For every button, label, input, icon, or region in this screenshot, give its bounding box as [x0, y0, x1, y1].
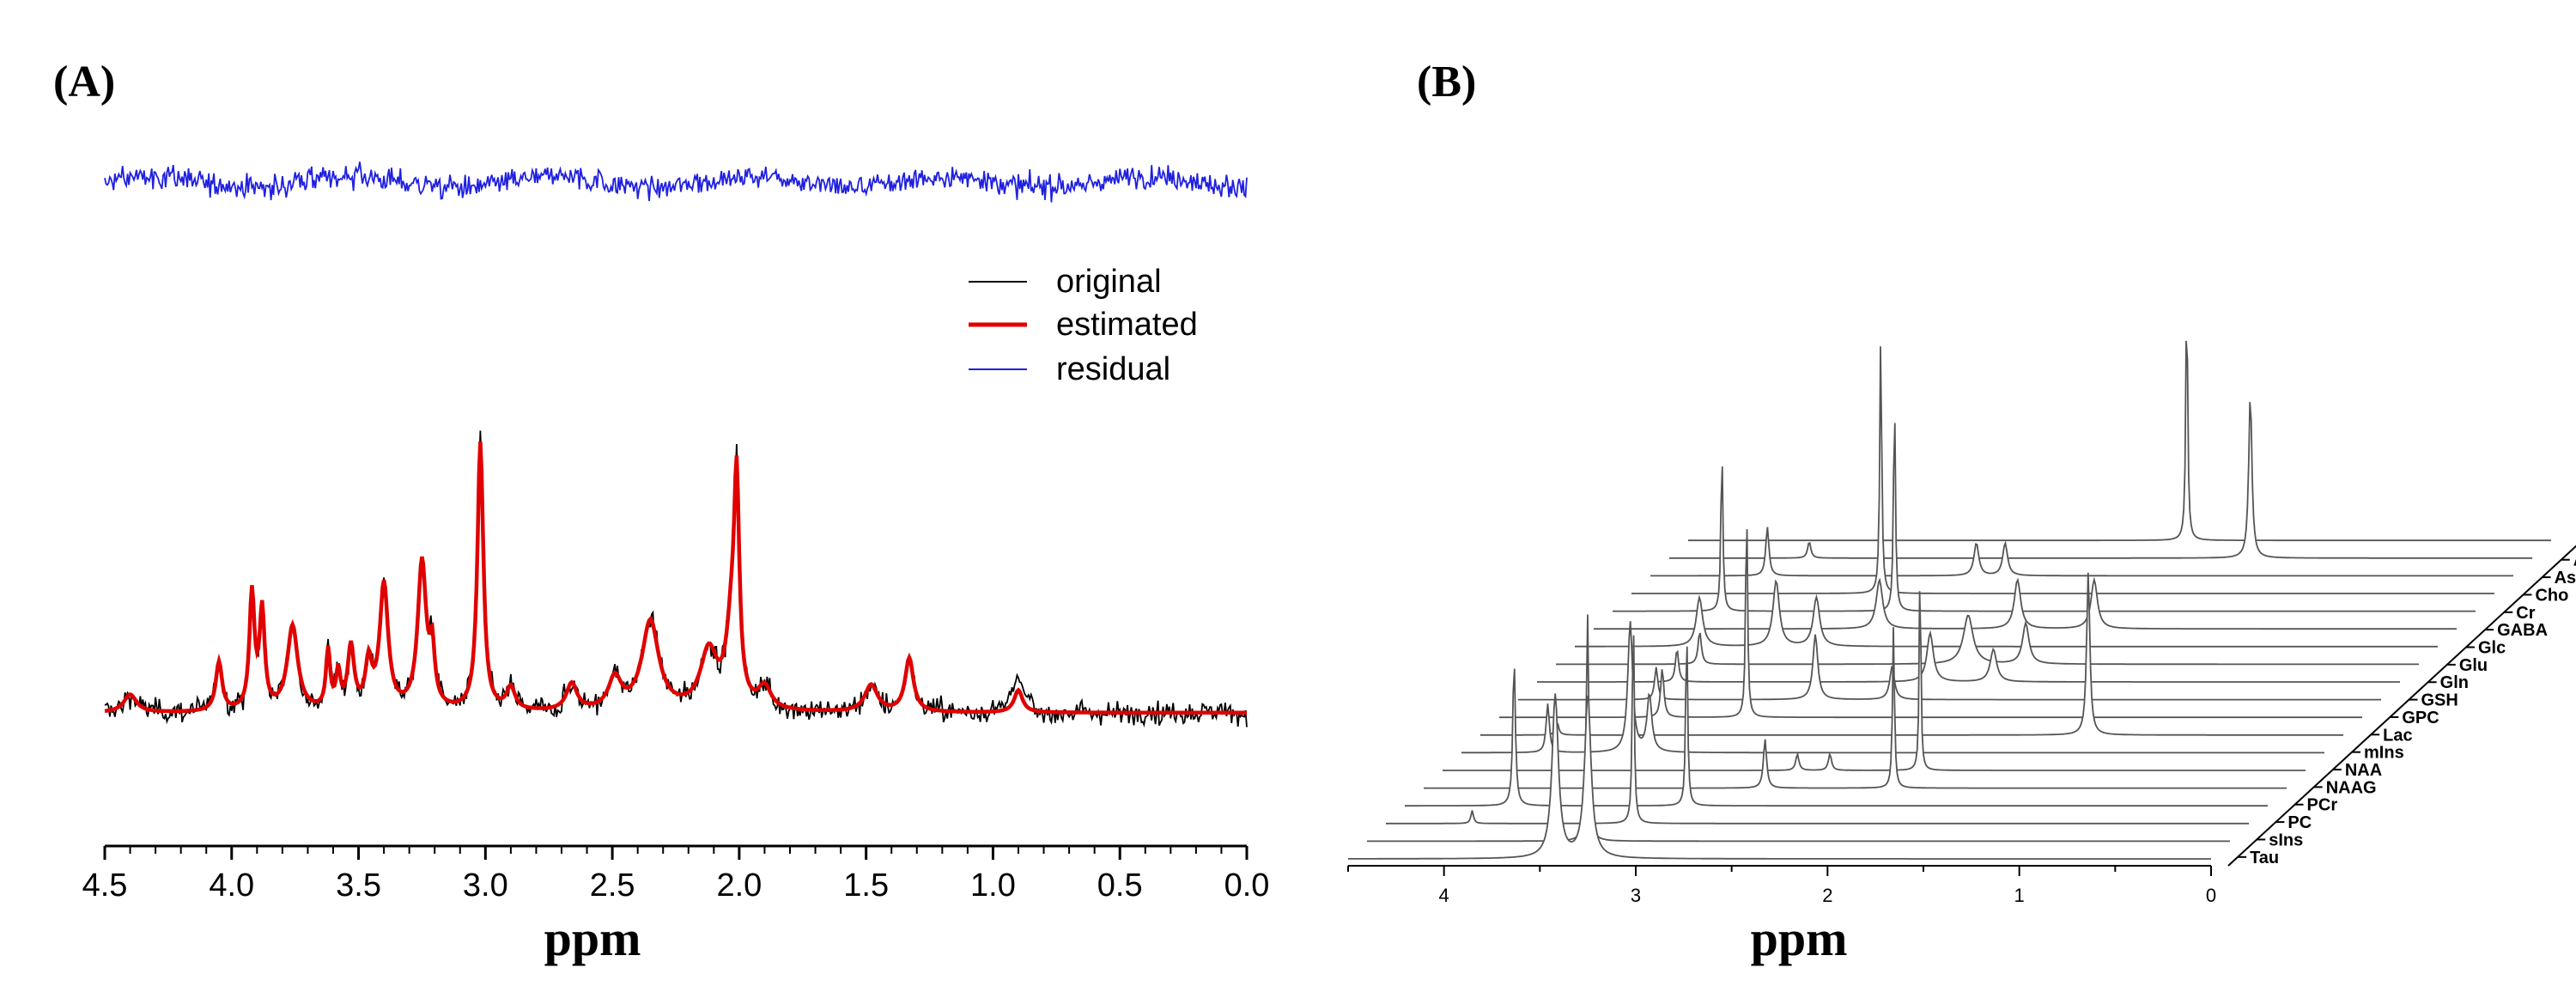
trace-line: [1631, 346, 2494, 594]
legend-label: residual: [1056, 351, 1170, 387]
panel-b-label: (B): [1417, 58, 1476, 107]
x-axis-label-a: ppm: [544, 910, 641, 966]
trace-line: [1367, 614, 2230, 843]
estimated-series: [104, 441, 1247, 715]
panel-a: (A) 4.5 4.0 3.5 3.0 2.5 2.0 1.5 1.0 0.5 0.0 ppm o…: [53, 58, 1269, 966]
metabolite-label: sIns: [2269, 831, 2303, 849]
trace-mask: [1367, 614, 2230, 843]
tick-label-b: 3: [1631, 885, 1641, 906]
tick-label-a: 2.5: [590, 867, 635, 904]
trace-mask: [1518, 634, 2381, 701]
metabolite-label: Ala: [2573, 551, 2576, 570]
tick-label-a: 2.0: [716, 867, 762, 904]
metabolite-label: NAA: [2345, 761, 2382, 780]
legend-item: estimated: [969, 307, 1198, 343]
metabolite-label: mIns: [2364, 744, 2404, 763]
trace-mask: [1348, 693, 2211, 860]
trace-mask: [1688, 340, 2551, 542]
tick-label-b: 2: [1822, 885, 1832, 906]
trace-line: [1480, 572, 2343, 736]
metabolite-label: Tau: [2250, 849, 2279, 867]
metabolite-label: GPC: [2402, 709, 2439, 727]
trace-line: [1499, 529, 2362, 719]
x-axis-label-b: ppm: [1751, 910, 1848, 966]
trace-mask: [1575, 581, 2438, 648]
panel-a-label: (A): [53, 58, 115, 107]
metabolite-label: Gln: [2440, 673, 2469, 692]
residual-series: [104, 161, 1248, 203]
original-series: [104, 430, 1248, 727]
legend-label: original: [1056, 264, 1162, 300]
legend-item: original: [969, 264, 1162, 300]
metabolite-label: Glu: [2459, 656, 2488, 675]
metabolite-label: PCr: [2307, 796, 2338, 815]
x-axis-a: 4.5 4.0 3.5 3.0 2.5 2.0 1.5 1.0 0.5 0.0: [82, 844, 1270, 904]
metabolite-label: Cho: [2535, 586, 2568, 605]
trace-line: [1613, 423, 2476, 612]
x-axis-b: 4 3 2 1 0: [1347, 865, 2216, 906]
trace-mask: [1631, 346, 2494, 594]
trace-mask: [1556, 615, 2419, 666]
legend-label: estimated: [1056, 307, 1198, 343]
trace-line: [1575, 579, 2438, 648]
tick-label-a: 3.0: [463, 867, 508, 904]
trace-line: [1669, 402, 2532, 559]
tick-label-a: 4.5: [82, 867, 128, 904]
metabolite-label: Cr: [2516, 604, 2535, 623]
tick-label-b: 0: [2206, 885, 2216, 906]
tick-label-b: 4: [1439, 885, 1449, 906]
trace-mask: [1669, 402, 2532, 559]
trace-mask: [1480, 572, 2343, 736]
tick-label-a: 0.0: [1224, 867, 1270, 904]
trace-line: [1424, 627, 2287, 789]
tick-label-a: 0.5: [1097, 867, 1143, 904]
trace-mask: [1461, 621, 2324, 754]
legend: original estimated residual: [969, 264, 1198, 387]
metabolite-label: Asp: [2555, 569, 2576, 587]
metabolite-label: PC: [2287, 813, 2312, 832]
tick-label-b: 1: [2014, 885, 2025, 906]
residual-line: [104, 161, 1248, 203]
tick-label-a: 1.5: [843, 867, 889, 904]
metabolite-label: GABA: [2497, 621, 2548, 640]
trace-line: [1537, 630, 2400, 683]
metabolite-label: NAAG: [2326, 778, 2377, 797]
waterfall-traces: [1348, 340, 2551, 860]
tick-label-a: 4.0: [209, 867, 254, 904]
trace-line: [1650, 526, 2513, 577]
trace-mask: [1405, 646, 2268, 807]
trace-line: [1386, 635, 2249, 825]
trace-line: [1405, 646, 2268, 807]
original-line: [104, 430, 1248, 727]
trace-mask: [1613, 423, 2476, 612]
trace-line: [1688, 340, 2551, 542]
trace-line: [1594, 576, 2457, 630]
legend-item: residual: [969, 351, 1170, 387]
depth-axis-b: TausInsPCPCrNAAGNAAmInsLacGPCGSHGlnGluGl…: [2227, 545, 2576, 867]
trace-mask: [1650, 526, 2513, 577]
trace-line: [1556, 614, 2419, 666]
metabolite-label: Glc: [2478, 639, 2506, 658]
estimated-line: [104, 441, 1247, 715]
tick-label-a: 1.0: [970, 867, 1016, 904]
trace-line: [1518, 634, 2381, 701]
trace-line: [1348, 693, 2211, 860]
metabolite-label: GSH: [2421, 691, 2458, 710]
metabolite-label: Lac: [2383, 726, 2412, 745]
tick-label-a: 3.5: [336, 867, 381, 904]
